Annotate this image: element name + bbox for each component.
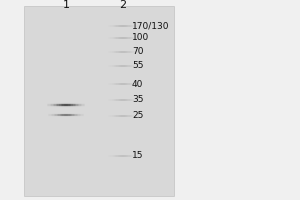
Text: 15: 15 [132, 152, 143, 160]
Text: 55: 55 [132, 62, 143, 71]
Text: 1: 1 [62, 0, 70, 10]
Text: 2: 2 [119, 0, 127, 10]
Bar [24, 6, 174, 196]
Text: 35: 35 [132, 96, 143, 104]
Text: 25: 25 [132, 112, 143, 120]
Text: 70: 70 [132, 47, 143, 56]
Text: 40: 40 [132, 80, 143, 88]
Text: 170/130: 170/130 [132, 21, 170, 30]
Text: 100: 100 [132, 33, 149, 43]
